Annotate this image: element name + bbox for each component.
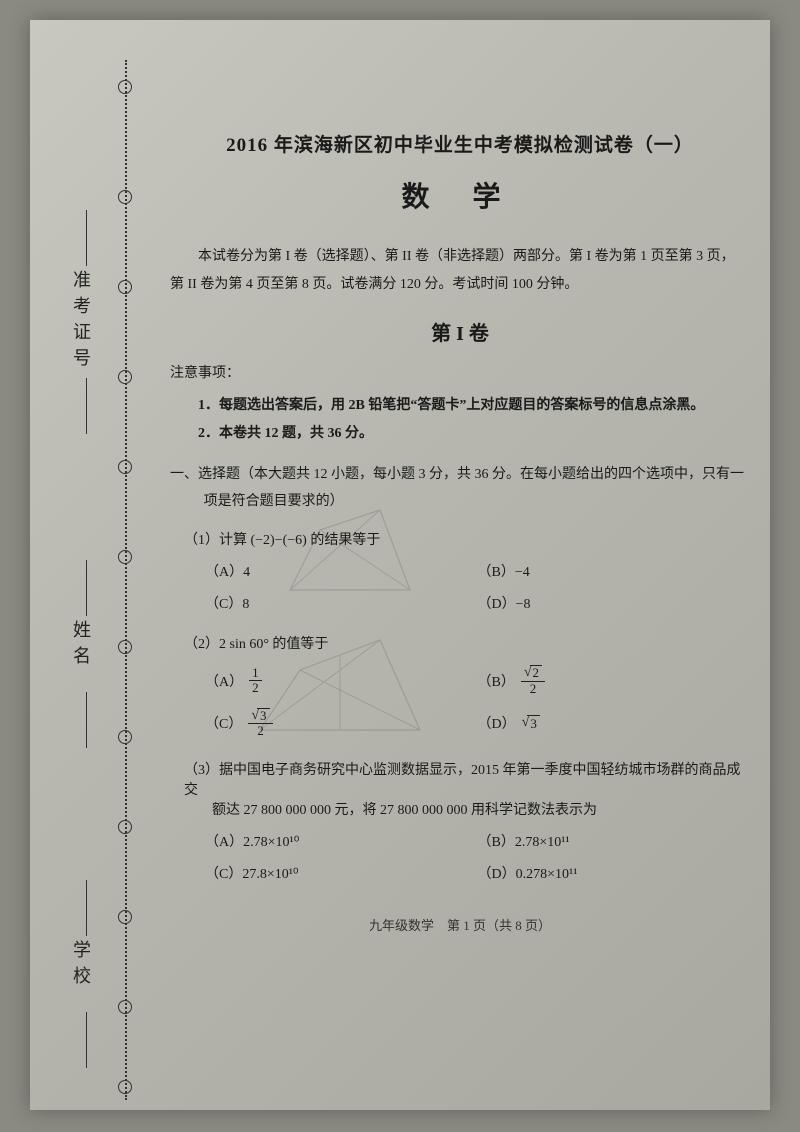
section-1-line-a: 一、选择题（本大题共 12 小题，每小题 3 分，共 36 分。在每小题给出的四…	[170, 467, 744, 482]
fraction-icon: 1 2	[249, 666, 262, 696]
exam-title: 2016 年滨海新区初中毕业生中考模拟检测试卷（一）	[170, 130, 750, 157]
subject-title: 数 学	[170, 175, 750, 215]
sqrt-icon: 3	[251, 708, 269, 723]
binding-circle	[118, 370, 132, 384]
fraction-num: 1	[249, 666, 262, 681]
content-area: 2016 年滨海新区初中毕业生中考模拟检测试卷（一） 数 学 本试卷分为第 I …	[170, 130, 750, 934]
sqrt-icon: 3	[522, 715, 540, 732]
question-1-stem: （1）计算 (−2)−(−6) 的结果等于	[170, 529, 750, 549]
option-1C: （C）8	[205, 593, 478, 613]
binding-dotted-line	[125, 60, 127, 1100]
option-1D: （D）−8	[478, 593, 751, 613]
option-1B: （B）−4	[478, 561, 751, 581]
binding-circle	[118, 550, 132, 564]
section-1-line-b: 项是符合题目要求的）	[170, 489, 750, 516]
binding-label-exam-id: 准考证号	[68, 270, 94, 374]
option-2C: （C） 3 2	[205, 708, 478, 739]
fraction-num: 3	[248, 708, 272, 724]
binding-circle	[118, 80, 132, 94]
exam-paper-page: 准考证号 姓名 学校 2016 年滨海新区初中毕业生中考模拟检测试卷（一） 数 …	[30, 20, 770, 1110]
notice-item-1: 1．每题选出答案后，用 2B 铅笔把“答题卡”上对应题目的答案标号的信息点涂黑。	[170, 392, 750, 420]
question-2-options: （A） 1 2 （B） 2 2 （C） 3 2	[170, 659, 750, 744]
binding-label-line	[86, 1012, 87, 1068]
intro-line1: 本试卷分为第 I 卷（选择题）、第 II 卷（非选择题）两部分。第 I 卷为第 …	[198, 249, 735, 264]
option-2B: （B） 2 2	[478, 665, 751, 696]
question-3-line-a: （3）据中国电子商务研究中心监测数据显示，2015 年第一季度中国轻纺城市场群的…	[184, 763, 741, 798]
binding-label-line	[86, 210, 87, 266]
section-1-heading: 一、选择题（本大题共 12 小题，每小题 3 分，共 36 分。在每小题给出的四…	[170, 462, 750, 515]
option-2C-label: （C）	[205, 713, 242, 733]
intro-line2: 第 II 卷为第 4 页至第 8 页。试卷满分 120 分。考试时间 100 分…	[170, 277, 578, 292]
option-2D-label: （D）	[478, 713, 516, 733]
binding-circle	[118, 640, 132, 654]
option-2D: （D） 3	[478, 708, 751, 739]
fraction-den: 2	[249, 681, 262, 695]
option-3B: （B）2.78×10¹¹	[478, 831, 751, 851]
question-3-stem: （3）据中国电子商务研究中心监测数据显示，2015 年第一季度中国轻纺城市场群的…	[170, 759, 750, 819]
question-2-stem: （2）2 sin 60° 的值等于	[170, 633, 750, 653]
option-2A: （A） 1 2	[205, 665, 478, 696]
option-2B-label: （B）	[478, 671, 515, 691]
binding-label-line	[86, 880, 87, 936]
binding-circle	[118, 460, 132, 474]
binding-label-line	[86, 560, 87, 616]
option-3A: （A）2.78×10¹⁰	[205, 831, 478, 851]
option-2A-label: （A）	[205, 671, 243, 691]
part-1-title: 第 I 卷	[170, 317, 750, 346]
sqrt-icon: 2	[524, 665, 542, 680]
page-footer: 九年级数学 第 1 页（共 8 页）	[170, 915, 750, 934]
binding-circle	[118, 280, 132, 294]
binding-circle	[118, 190, 132, 204]
notice-item-2: 2．本卷共 12 题，共 36 分。	[170, 420, 750, 448]
question-1-options: （A）4 （B）−4 （C）8 （D）−8	[170, 555, 750, 619]
option-1A: （A）4	[205, 561, 478, 581]
binding-label-line	[86, 378, 87, 434]
binding-label-school: 学校	[68, 940, 94, 992]
binding-circle	[118, 1000, 132, 1014]
fraction-den: 2	[254, 724, 267, 738]
fraction-num: 2	[521, 665, 545, 681]
binding-label-line	[86, 692, 87, 748]
binding-circle	[118, 820, 132, 834]
binding-circle	[118, 910, 132, 924]
option-3D: （D）0.278×10¹¹	[478, 863, 751, 883]
binding-label-name: 姓名	[68, 620, 94, 672]
question-3-line-b: 额达 27 800 000 000 元，将 27 800 000 000 用科学…	[184, 799, 597, 819]
question-3-options: （A）2.78×10¹⁰ （B）2.78×10¹¹ （C）27.8×10¹⁰ （…	[170, 825, 750, 889]
binding-circle	[118, 1080, 132, 1094]
binding-circle	[118, 730, 132, 744]
notice-heading: 注意事项：	[170, 362, 750, 382]
fraction-icon: 3 2	[248, 708, 272, 739]
intro-text: 本试卷分为第 I 卷（选择题）、第 II 卷（非选择题）两部分。第 I 卷为第 …	[170, 243, 750, 299]
fraction-icon: 2 2	[521, 665, 545, 696]
option-3C: （C）27.8×10¹⁰	[205, 863, 478, 883]
fraction-den: 2	[527, 682, 540, 696]
